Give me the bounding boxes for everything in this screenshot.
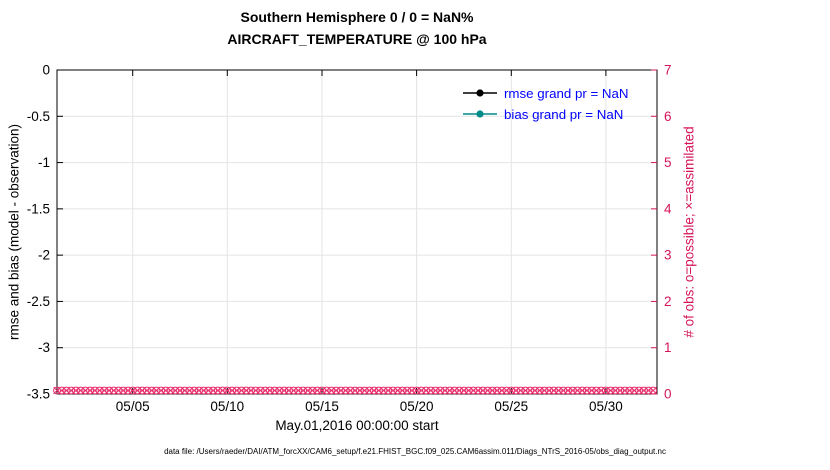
svg-text:6: 6	[664, 109, 672, 124]
svg-text:-3: -3	[38, 340, 50, 355]
svg-text:-2: -2	[38, 248, 50, 263]
svg-text:05/15: 05/15	[305, 399, 339, 414]
right-y-axis-label: # of obs: o=possible; ×=assimilated	[681, 126, 697, 338]
svg-text:-1: -1	[38, 155, 50, 170]
svg-text:7: 7	[664, 63, 672, 78]
legend-entry: bias grand pr = NaN	[462, 105, 629, 123]
obs-count-markers	[53, 386, 658, 395]
svg-text:05/05: 05/05	[116, 399, 150, 414]
x-axis-label: May.01,2016 00:00:00 start	[275, 418, 439, 433]
legend-marker-line-icon	[463, 89, 497, 97]
svg-text:05/10: 05/10	[210, 399, 244, 414]
svg-text:05/30: 05/30	[589, 399, 623, 414]
svg-text:-0.5: -0.5	[27, 109, 50, 124]
legend: rmse grand pr = NaN bias grand pr = NaN	[462, 84, 629, 123]
svg-text:-1.5: -1.5	[27, 201, 50, 216]
svg-text:-3.5: -3.5	[27, 387, 50, 402]
svg-text:3: 3	[664, 248, 672, 263]
svg-text:05/20: 05/20	[400, 399, 434, 414]
svg-text:0: 0	[42, 63, 50, 78]
right-axis-ticks: 0 1 2 3 4 5 6 7	[651, 63, 672, 402]
svg-text:5: 5	[664, 155, 672, 170]
svg-text:2: 2	[664, 294, 672, 309]
legend-entry: rmse grand pr = NaN	[462, 84, 629, 102]
left-axis-ticks: 0 -0.5 -1 -1.5 -2 -2.5 -3 -3.5	[27, 63, 63, 402]
svg-text:4: 4	[664, 201, 672, 216]
svg-text:0: 0	[664, 387, 672, 402]
chart-subtitle: AIRCRAFT_TEMPERATURE @ 100 hPa	[227, 31, 487, 47]
legend-entry-label: bias grand pr = NaN	[504, 106, 624, 122]
data-file-caption: data file: /Users/raeder/DAI/ATM_forcXX/…	[164, 447, 666, 456]
legend-entry-label: rmse grand pr = NaN	[504, 85, 629, 101]
chart-title: Southern Hemisphere 0 / 0 = NaN%	[240, 9, 474, 25]
svg-text:05/25: 05/25	[494, 399, 528, 414]
svg-text:-2.5: -2.5	[27, 294, 50, 309]
svg-text:1: 1	[664, 340, 672, 355]
x-axis-ticks: 05/05 05/10 05/15 05/20 05/25 05/30	[116, 70, 623, 414]
legend-marker-line-icon	[463, 110, 497, 118]
left-y-axis-label: rmse and bias (model - observation)	[6, 123, 22, 341]
